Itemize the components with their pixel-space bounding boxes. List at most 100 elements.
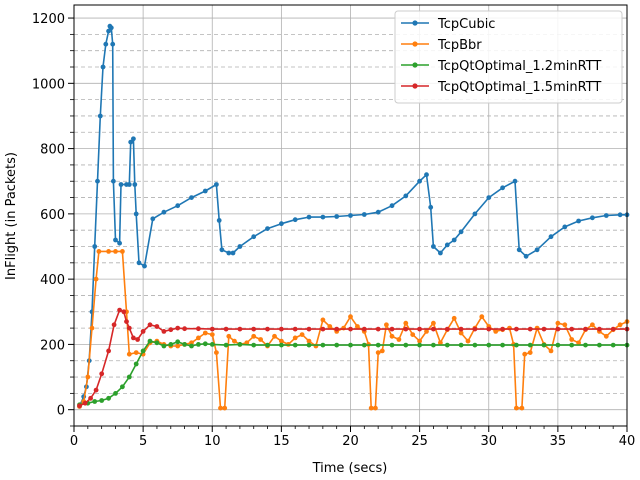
x-axis-ticks: 0 5 10 15 20 25 30 35 40 <box>70 426 635 449</box>
data-point <box>428 204 434 210</box>
y-axis-title: InFlight (in Packets) <box>4 152 19 280</box>
data-point <box>534 247 540 253</box>
data-point <box>279 338 284 344</box>
data-point <box>375 326 381 332</box>
x-tick-label: 30 <box>480 434 497 449</box>
data-point <box>126 351 132 357</box>
data-point <box>361 212 367 217</box>
data-point <box>431 342 436 348</box>
data-point <box>161 209 167 215</box>
data-point <box>133 350 139 355</box>
legend-label: TcpBbr <box>437 38 482 53</box>
data-point <box>279 221 284 227</box>
y-tick-label: 400 <box>40 273 65 288</box>
data-point <box>126 374 132 380</box>
data-point <box>583 342 588 348</box>
data-point <box>168 327 174 333</box>
legend-marker <box>412 83 418 89</box>
data-point <box>486 326 492 332</box>
data-point <box>597 326 602 332</box>
data-point <box>562 224 568 230</box>
data-point <box>417 342 422 348</box>
legend-label: TcpCubic <box>437 17 495 32</box>
data-point <box>306 326 312 332</box>
data-point <box>133 211 139 217</box>
data-point <box>562 322 568 328</box>
y-tick-label: 1200 <box>32 12 65 27</box>
data-point <box>355 324 360 329</box>
data-point <box>375 209 381 215</box>
data-point <box>451 237 457 243</box>
data-point <box>486 195 492 201</box>
legend-marker <box>412 20 418 26</box>
data-point <box>106 28 111 34</box>
y-tick-label: 200 <box>40 338 65 353</box>
data-point <box>375 350 381 355</box>
data-point <box>111 322 117 328</box>
data-point <box>140 329 146 334</box>
data-point <box>132 182 138 187</box>
data-point <box>306 338 312 344</box>
data-point <box>361 326 367 332</box>
series-3 <box>77 307 630 409</box>
series-line <box>79 340 627 406</box>
data-point <box>541 326 547 332</box>
data-point <box>327 324 333 329</box>
data-point <box>175 339 181 345</box>
data-point <box>154 340 160 346</box>
data-point <box>438 250 443 256</box>
data-point <box>168 342 174 347</box>
data-point <box>232 338 237 344</box>
data-point <box>373 405 378 411</box>
x-tick-label: 15 <box>273 434 290 449</box>
data-point <box>555 342 561 348</box>
legend-marker <box>412 62 418 68</box>
data-point <box>142 263 147 269</box>
data-point <box>348 326 353 332</box>
data-point <box>196 326 201 332</box>
data-point <box>196 335 201 341</box>
data-point <box>258 337 263 342</box>
x-tick-label: 35 <box>550 434 567 449</box>
data-point <box>251 342 257 348</box>
data-point <box>189 195 194 201</box>
data-point <box>514 342 519 348</box>
data-point <box>417 326 422 332</box>
data-point <box>361 342 367 348</box>
data-point <box>431 244 436 249</box>
data-point <box>519 405 525 411</box>
legend-label: TcpQtOptimal_1.2minRTT <box>437 59 601 74</box>
data-point <box>230 250 236 256</box>
data-point <box>292 335 298 341</box>
data-point <box>97 113 103 119</box>
data-point <box>279 326 284 332</box>
data-point <box>375 342 381 348</box>
data-point <box>106 348 111 354</box>
legend-item: TcpQtOptimal_1.5minRTT <box>401 80 601 95</box>
data-point <box>126 325 132 331</box>
data-point <box>527 350 533 355</box>
data-point <box>175 325 181 331</box>
data-point <box>444 342 450 348</box>
data-point <box>514 405 519 411</box>
legend-item: TcpCubic <box>401 17 495 32</box>
data-point <box>389 326 395 332</box>
data-point <box>444 242 450 248</box>
data-point <box>92 399 98 404</box>
data-point <box>389 333 395 339</box>
data-point <box>124 319 129 324</box>
data-point <box>223 342 229 348</box>
data-point <box>99 398 105 403</box>
data-point <box>106 249 111 254</box>
data-point <box>417 178 422 184</box>
data-point <box>548 234 554 240</box>
data-point <box>265 342 270 348</box>
data-point <box>500 326 505 332</box>
data-point <box>389 203 395 209</box>
series-0 <box>77 23 630 409</box>
data-point <box>403 193 409 199</box>
data-point <box>514 326 519 332</box>
data-point <box>292 326 298 332</box>
data-point <box>216 218 222 223</box>
